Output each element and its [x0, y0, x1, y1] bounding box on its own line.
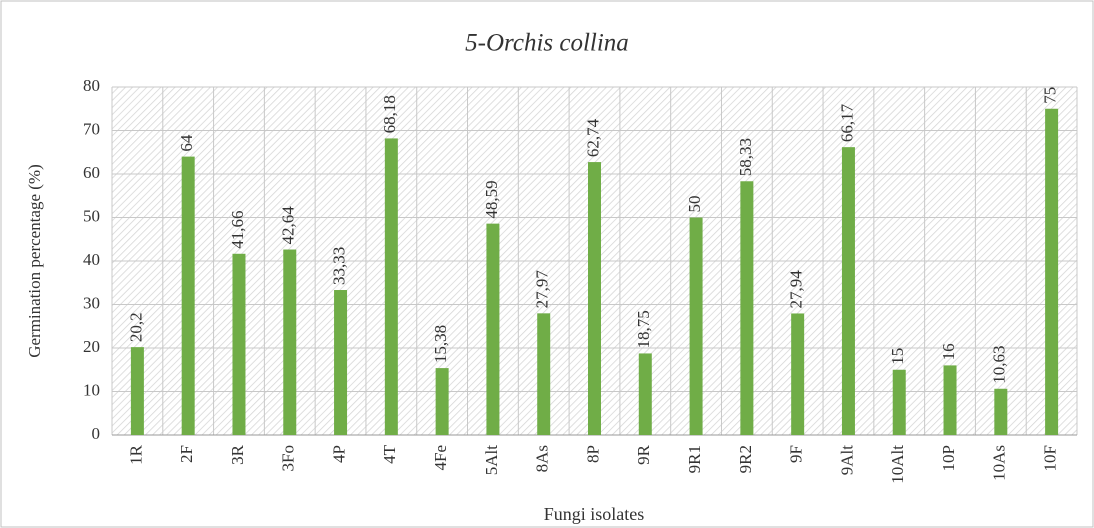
- y-tick-label: 30: [83, 293, 100, 312]
- x-tick-label: 9R2: [736, 445, 755, 473]
- x-tick-label: 9Alt: [837, 445, 856, 476]
- bar: [435, 368, 449, 435]
- bar: [384, 138, 398, 436]
- value-label: 16: [939, 343, 958, 360]
- x-tick-label: 5Alt: [482, 445, 501, 476]
- value-label: 33,33: [329, 247, 348, 285]
- y-tick-label: 0: [92, 424, 101, 443]
- bar: [841, 147, 855, 435]
- bar: [892, 369, 906, 435]
- bar: [130, 347, 144, 435]
- x-tick-label: 9R1: [685, 445, 704, 473]
- x-tick-label: 10P: [939, 445, 958, 471]
- x-tick-label: 3R: [228, 444, 247, 465]
- bar: [791, 313, 805, 435]
- value-label: 15,38: [431, 325, 450, 363]
- x-tick-label: 8As: [533, 445, 552, 472]
- bar: [588, 162, 601, 435]
- bar: [943, 365, 957, 435]
- chart-title: 5-Orchis collina: [465, 30, 629, 57]
- value-label: 66,17: [837, 103, 856, 142]
- y-tick-label: 10: [83, 380, 100, 399]
- y-tick-label: 40: [83, 250, 100, 269]
- value-label: 50: [685, 196, 704, 213]
- y-tick-label: 20: [83, 337, 100, 356]
- x-tick-label: 10F: [1041, 445, 1060, 471]
- x-tick-label: 9R: [634, 444, 653, 465]
- bar: [537, 313, 551, 435]
- value-label: 27,97: [533, 270, 552, 309]
- value-label: 10,63: [990, 346, 1009, 384]
- x-tick-label: 4Fe: [431, 445, 450, 471]
- value-label: 48,59: [482, 180, 501, 218]
- bar: [638, 353, 652, 435]
- bar: [334, 290, 348, 435]
- x-tick-label: 2F: [177, 445, 196, 463]
- y-tick-label: 60: [83, 163, 100, 182]
- value-label: 27,94: [787, 270, 806, 309]
- value-label: 64: [177, 134, 196, 152]
- value-label: 68,18: [380, 95, 399, 133]
- bar: [486, 223, 500, 435]
- x-tick-label: 3Fo: [279, 445, 298, 471]
- bar: [689, 217, 703, 435]
- value-label: 18,75: [634, 310, 653, 348]
- y-tick-label: 80: [83, 76, 100, 95]
- value-label: 62,74: [583, 118, 602, 157]
- bar: [283, 249, 297, 435]
- value-label: 58,33: [736, 138, 755, 176]
- x-tick-label: 8P: [583, 445, 602, 463]
- value-label: 15: [888, 348, 907, 365]
- bar: [740, 181, 754, 435]
- x-axis-title: Fungi isolates: [544, 504, 645, 524]
- x-tick-label: 10As: [990, 445, 1009, 481]
- x-tick-label: 10Alt: [888, 445, 907, 484]
- y-tick-label: 50: [83, 206, 100, 225]
- value-label: 41,66: [228, 211, 247, 249]
- x-tick-label: 4P: [329, 445, 348, 463]
- bar: [181, 156, 195, 435]
- value-label: 20,2: [126, 312, 145, 342]
- x-tick-label: 1R: [126, 444, 145, 465]
- value-label: 75: [1041, 87, 1060, 104]
- value-label: 42,64: [279, 206, 298, 245]
- bar: [994, 388, 1008, 435]
- y-tick-label: 70: [83, 119, 100, 138]
- x-tick-label: 4T: [380, 444, 399, 464]
- x-tick-label: 9F: [787, 445, 806, 463]
- bar: [1045, 108, 1059, 435]
- y-axis-title: Germination percentage (%): [25, 164, 44, 358]
- bar: [232, 253, 246, 435]
